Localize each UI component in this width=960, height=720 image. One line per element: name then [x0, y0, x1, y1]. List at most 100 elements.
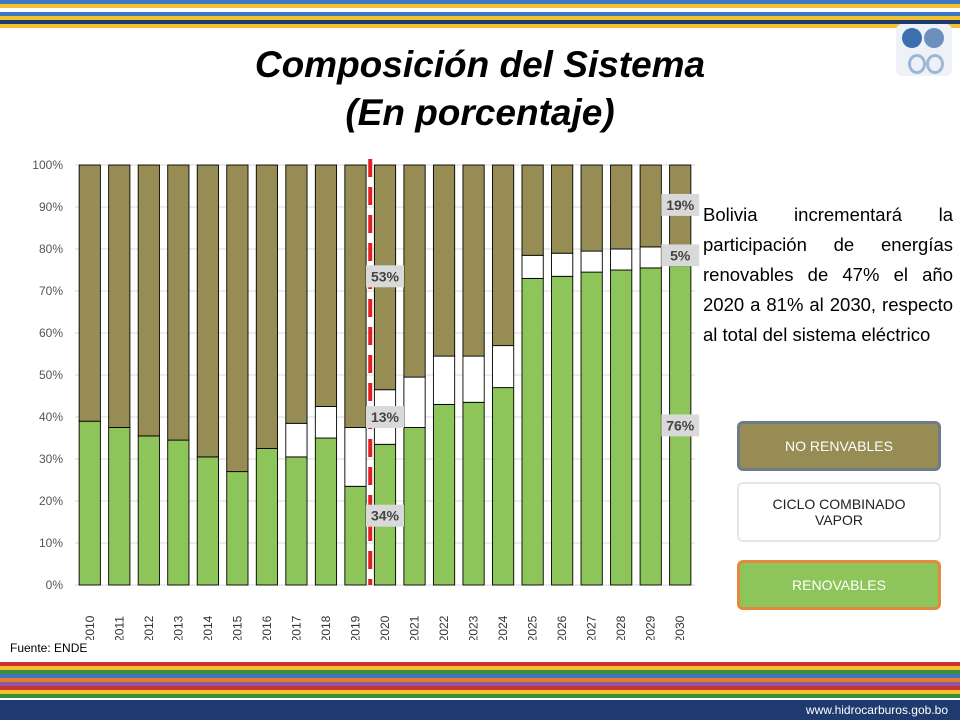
bar-segment-no-renovables [344, 164, 367, 428]
bar-segment-renovables [432, 403, 456, 586]
bar-segment-ciclo [314, 406, 338, 439]
y-tick-label: 100% [32, 158, 63, 172]
bar-segment-no-renovables [580, 164, 603, 252]
bar-segment-renovables [403, 427, 426, 586]
bar-segment-renovables [610, 269, 633, 586]
annotation-label: 53% [371, 268, 400, 284]
annotation-label-bg [366, 406, 404, 428]
bar-segment-ciclo [462, 355, 485, 403]
x-tick-label: 2023 [467, 615, 481, 640]
bar-segment-no-renovables [551, 164, 574, 254]
y-tick-label: 40% [39, 410, 63, 424]
x-tick-label: 2025 [526, 615, 540, 640]
x-tick-label: 2028 [614, 615, 628, 640]
bar-segment-no-renovables [462, 164, 485, 357]
bar-segment-renovables [639, 267, 662, 586]
bar-segment-renovables [167, 439, 190, 586]
bar-segment-renovables [108, 427, 131, 586]
bar-segment-no-renovables [432, 164, 456, 357]
annotation-label-bg [366, 265, 404, 288]
bar-segment-no-renovables [137, 164, 160, 437]
stacked-bar-chart: 0% 10% 20% 30% 40% 50% 60% 70% 80% 90% 100% 2010 201… [32, 158, 700, 640]
y-tick-label: 60% [39, 326, 63, 340]
x-tick-label: 2010 [83, 615, 97, 640]
x-tick-label: 2027 [585, 615, 599, 640]
description-text: Bolivia incrementará la participación de… [703, 204, 953, 345]
annotation-label: 76% [666, 417, 695, 433]
bar-segment-no-renovables [78, 164, 101, 422]
x-tick-label: 2024 [496, 615, 510, 640]
footer-band: www.hidrocarburos.gob.bo [0, 662, 960, 720]
footer-url[interactable]: www.hidrocarburos.gob.bo [805, 703, 948, 717]
x-tick-label: 2014 [201, 615, 215, 640]
bar-segment-ciclo [551, 252, 574, 277]
bar-segment-no-renovables [285, 164, 308, 424]
logo [896, 24, 952, 76]
annotation-label: 5% [670, 247, 691, 263]
x-tick-label: 2016 [260, 615, 274, 640]
x-tick-label: 2021 [408, 615, 422, 640]
y-tick-label: 0% [46, 578, 64, 592]
source-note: Fuente: ENDE [10, 641, 88, 655]
bar-segment-renovables [344, 485, 367, 586]
x-tick-label: 2017 [289, 615, 303, 640]
bar-segment-renovables [580, 271, 603, 586]
y-tick-label: 70% [39, 284, 63, 298]
page-title: Composición del Sistema [254, 44, 706, 85]
x-tick-label: 2011 [112, 616, 126, 640]
x-tick-label: 2015 [230, 615, 244, 640]
x-tick-label: 2019 [348, 615, 362, 640]
bar-segment-renovables [462, 401, 485, 586]
bar-segment-ciclo [610, 248, 633, 271]
bar-segment-renovables [551, 275, 574, 586]
bar-segment-no-renovables [226, 164, 249, 473]
annotation-label-bg [661, 244, 700, 267]
y-tick-label: 30% [39, 452, 63, 466]
x-tick-label: 2029 [644, 615, 658, 640]
bar-segment-renovables [314, 437, 338, 586]
bar-segment-ciclo [492, 345, 515, 389]
annotation-label-bg [661, 414, 700, 437]
bar-segment-renovables [492, 387, 515, 586]
x-tick-label: 2018 [319, 615, 333, 640]
bar-segment-no-renovables [492, 164, 515, 347]
annotation-label-bg [366, 504, 404, 527]
y-tick-label: 20% [39, 494, 63, 508]
x-tick-label: 2020 [378, 615, 392, 640]
bar-segment-renovables [521, 277, 544, 586]
bar-segment-renovables [255, 448, 278, 586]
bar-segment-renovables [226, 471, 249, 586]
x-tick-label: 2012 [142, 615, 156, 640]
annotation-label: 13% [371, 409, 400, 425]
bar-segment-no-renovables [610, 164, 633, 250]
y-tick-label: 50% [39, 368, 63, 382]
bar-segment-renovables [137, 435, 160, 586]
y-tick-label: 10% [39, 536, 63, 550]
legend-no-renovables: NO RENVABLES [737, 421, 941, 471]
bar-segment-renovables [285, 456, 308, 586]
bar-segment-renovables [78, 420, 101, 586]
bar-segment-no-renovables [255, 164, 278, 449]
x-tick-label: 2022 [437, 615, 451, 640]
bar-segment-ciclo [344, 427, 367, 487]
bar-segment-renovables [196, 456, 219, 586]
bar-segment-ciclo [432, 355, 456, 405]
bar-segment-no-renovables [167, 164, 190, 441]
bar-segment-ciclo [285, 422, 308, 458]
bar-segment-no-renovables [639, 164, 662, 248]
legend-renovables: RENOVABLES [737, 560, 941, 610]
bar-segment-no-renovables [314, 164, 338, 407]
x-tick-label: 2026 [555, 615, 569, 640]
bar-segment-no-renovables [108, 164, 131, 428]
x-tick-label: 2030 [673, 615, 687, 640]
legend-ciclo-combinado: CICLO COMBINADO VAPOR [737, 482, 941, 542]
y-tick-label: 90% [39, 200, 63, 214]
bar-segment-no-renovables [403, 164, 426, 378]
bar-segment-no-renovables [196, 164, 219, 458]
bar-segment-ciclo [580, 250, 603, 273]
bar-segment-ciclo [403, 376, 426, 428]
top-decorative-stripes [0, 0, 960, 28]
bar-segment-no-renovables [521, 164, 544, 256]
annotation-label: 19% [666, 197, 695, 213]
bar-segment-ciclo [639, 246, 662, 269]
